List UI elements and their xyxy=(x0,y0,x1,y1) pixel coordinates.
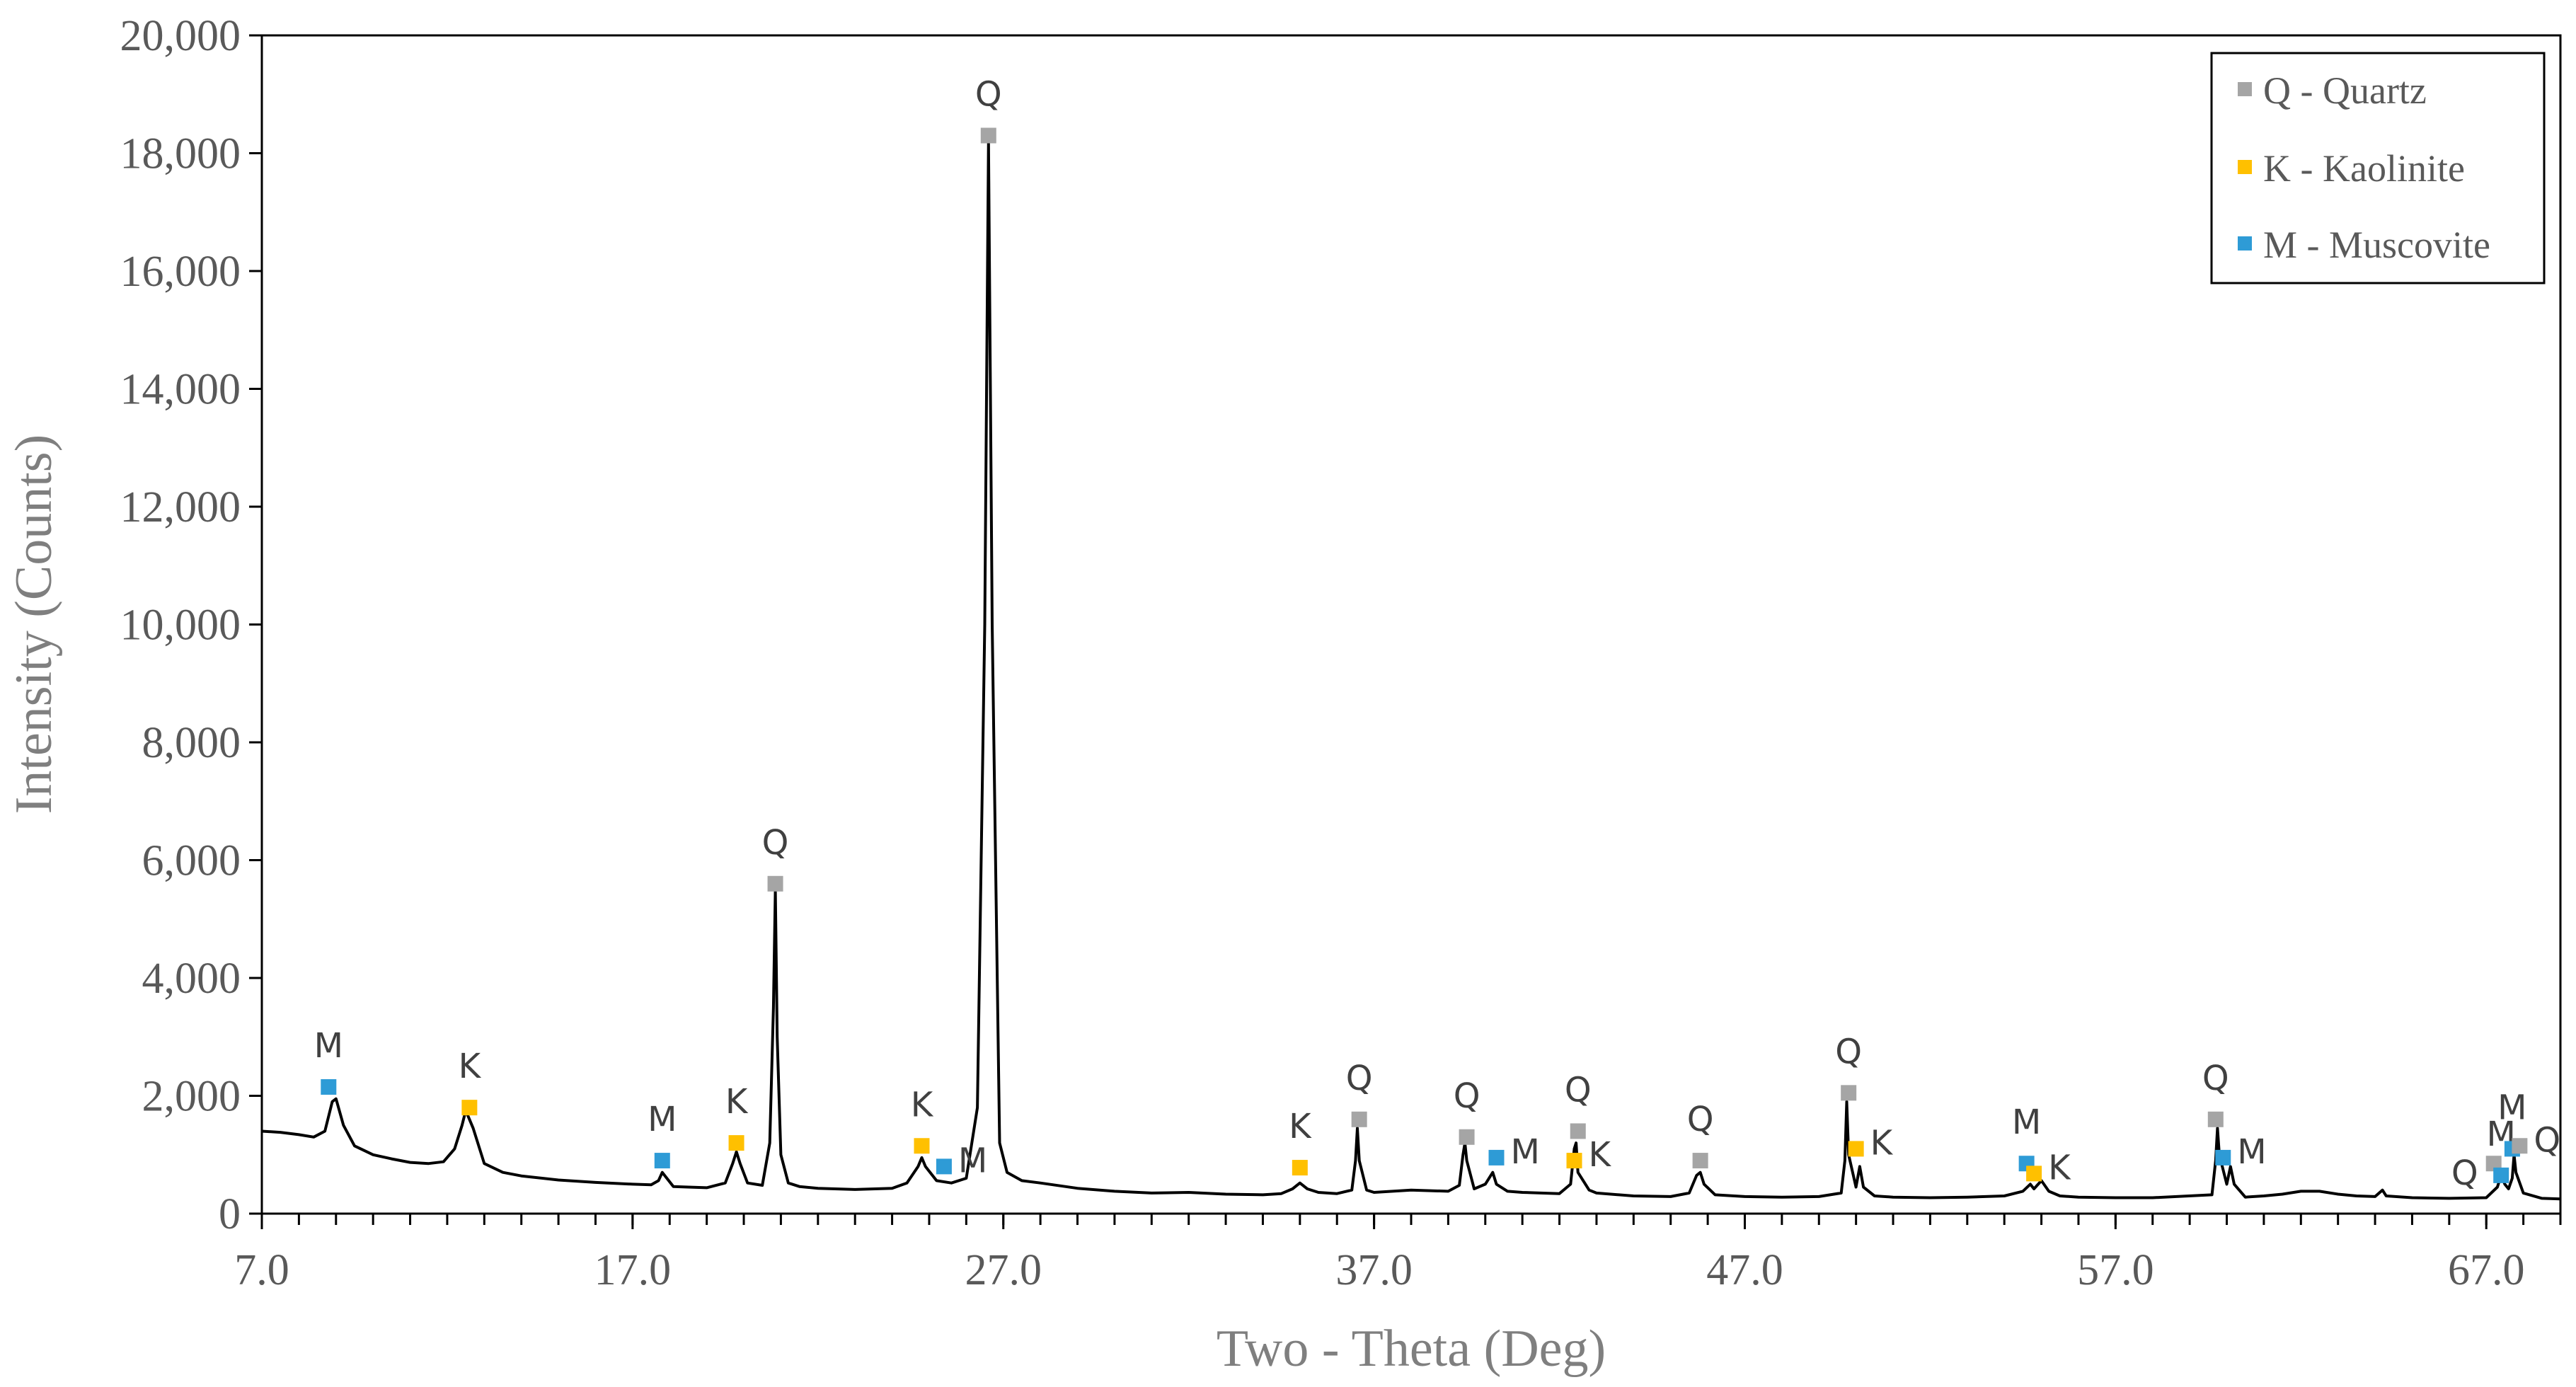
peak-label: M xyxy=(1510,1132,1539,1172)
peak-label: K xyxy=(1589,1135,1612,1175)
y-axis-title: Intensity (Counts) xyxy=(5,434,63,814)
y-tick-label: 8,000 xyxy=(142,719,241,767)
legend[interactable]: Q - Quartz K - Kaolinite M - Muscovite xyxy=(2210,52,2546,284)
peak-marker xyxy=(1692,1153,1708,1169)
y-tick-label: 16,000 xyxy=(120,248,241,296)
peak-label: M xyxy=(314,1026,343,1066)
peak-label: Q xyxy=(2534,1120,2560,1160)
peak-label: Q xyxy=(2451,1153,2478,1193)
legend-marker-muscovite xyxy=(2238,236,2252,251)
peak-label: Q xyxy=(762,823,789,863)
peak-label: K xyxy=(725,1082,749,1122)
peak-marker xyxy=(1488,1149,1505,1166)
peak-marker xyxy=(728,1135,744,1151)
x-tick-label: 7.0 xyxy=(234,1246,289,1294)
peak-marker xyxy=(1351,1111,1367,1127)
y-tick-label: 20,000 xyxy=(120,12,241,60)
peak-label: K xyxy=(1870,1123,1894,1163)
legend-label-quartz: Q - Quartz xyxy=(2263,69,2427,112)
peak-marker xyxy=(2493,1167,2509,1183)
peak-marker xyxy=(914,1138,930,1154)
peak-label: M xyxy=(2237,1132,2266,1172)
x-tick-label: 67.0 xyxy=(2448,1246,2525,1294)
y-tick-label: 0 xyxy=(219,1190,241,1238)
y-tick-label: 14,000 xyxy=(120,366,241,414)
peak-label: K xyxy=(2048,1148,2071,1187)
peak-marker xyxy=(1566,1153,1582,1169)
peak-marker xyxy=(936,1158,952,1175)
peak-marker xyxy=(2026,1166,2042,1182)
legend-box xyxy=(2210,52,2546,284)
x-tick-label: 27.0 xyxy=(965,1246,1042,1294)
peak-marker xyxy=(1841,1085,1857,1101)
peak-marker xyxy=(1459,1129,1475,1145)
x-tick-label: 47.0 xyxy=(1706,1246,1783,1294)
peak-label: K xyxy=(911,1085,934,1124)
peak-marker xyxy=(2215,1149,2231,1166)
peak-label: Q xyxy=(975,75,1002,115)
peak-marker xyxy=(980,127,996,144)
x-tick-label: 17.0 xyxy=(594,1246,672,1294)
y-tick-label: 12,000 xyxy=(120,483,241,531)
peak-label: M xyxy=(648,1100,677,1139)
y-tick-label: 6,000 xyxy=(142,837,241,885)
legend-label-kaolinite: K - Kaolinite xyxy=(2263,147,2465,190)
peak-label: M xyxy=(2497,1088,2526,1127)
peak-label: Q xyxy=(1687,1100,1714,1139)
peak-label: M xyxy=(958,1141,987,1180)
xrd-pattern-line xyxy=(261,139,2561,1201)
peak-marker xyxy=(1292,1160,1308,1176)
peak-label: Q xyxy=(1346,1059,1373,1098)
legend-label-muscovite: M - Muscovite xyxy=(2263,224,2490,266)
peak-marker xyxy=(321,1079,337,1095)
legend-marker-quartz xyxy=(2238,82,2252,96)
peak-marker xyxy=(2207,1111,2224,1127)
peak-marker xyxy=(1848,1141,1864,1157)
peak-label: Q xyxy=(1454,1076,1480,1116)
peak-marker xyxy=(2512,1138,2528,1154)
x-tick-label: 37.0 xyxy=(1335,1246,1413,1294)
peak-label: Q xyxy=(2202,1059,2229,1098)
peak-marker xyxy=(1570,1123,1586,1139)
peak-label: K xyxy=(1289,1107,1312,1146)
peak-marker xyxy=(767,875,783,892)
y-tick-label: 4,000 xyxy=(142,955,241,1003)
peak-marker xyxy=(654,1153,670,1169)
y-axis: 0 2,000 4,000 6,000 8,000 10,000 12,000 14,000 1… xyxy=(120,12,262,1238)
peak-label: Q xyxy=(1835,1032,1862,1071)
x-axis-title: Two - Theta (Deg) xyxy=(1217,1320,1606,1378)
peak-label: Q xyxy=(1565,1070,1592,1110)
peak-label: K xyxy=(459,1047,482,1086)
x-tick-label: 57.0 xyxy=(2077,1246,2154,1294)
peak-marker xyxy=(2485,1156,2502,1172)
y-tick-label: 18,000 xyxy=(120,130,241,178)
peak-marker xyxy=(461,1100,478,1116)
peak-label: M xyxy=(2012,1103,2041,1142)
legend-marker-kaolinite xyxy=(2238,160,2252,174)
plot-frame xyxy=(260,34,2562,1215)
y-tick-label: 2,000 xyxy=(142,1073,241,1121)
y-tick-label: 10,000 xyxy=(120,602,241,650)
x-axis: 7.0 17.0 27.0 37.0 47.0 57.0 67.0 xyxy=(234,1214,2562,1294)
